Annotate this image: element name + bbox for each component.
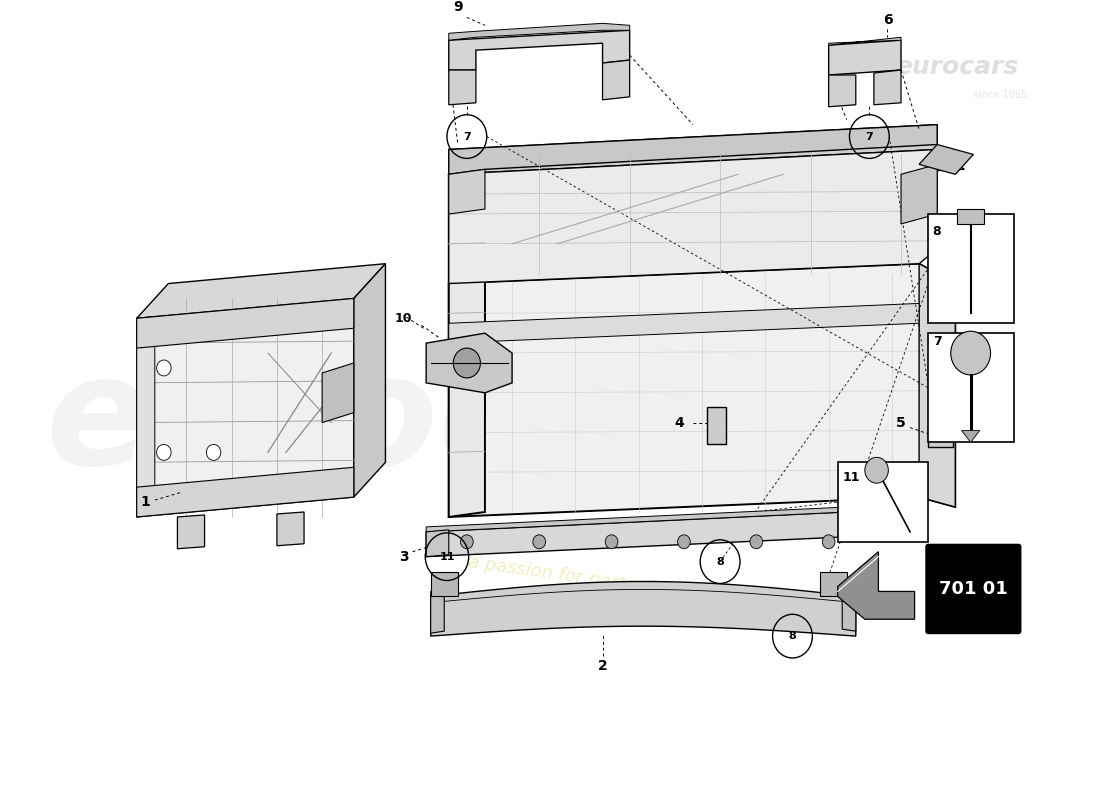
Polygon shape — [322, 363, 354, 422]
Polygon shape — [449, 150, 965, 194]
FancyBboxPatch shape — [926, 545, 1021, 633]
Polygon shape — [136, 298, 354, 348]
FancyBboxPatch shape — [928, 214, 1014, 323]
Text: 7: 7 — [866, 131, 873, 142]
Text: 8: 8 — [933, 226, 942, 238]
Circle shape — [461, 535, 473, 549]
FancyBboxPatch shape — [706, 406, 726, 445]
Polygon shape — [828, 75, 856, 106]
Polygon shape — [449, 170, 485, 517]
Text: 11: 11 — [843, 470, 860, 484]
Circle shape — [532, 535, 546, 549]
Text: 1: 1 — [141, 495, 151, 509]
FancyBboxPatch shape — [838, 462, 928, 542]
Polygon shape — [820, 571, 847, 596]
Polygon shape — [843, 590, 856, 631]
Polygon shape — [136, 467, 354, 517]
Text: 701 01: 701 01 — [939, 581, 1008, 598]
Text: 11: 11 — [439, 552, 454, 562]
Circle shape — [823, 535, 835, 549]
Polygon shape — [426, 530, 449, 557]
Polygon shape — [901, 164, 937, 224]
Polygon shape — [920, 145, 974, 174]
Circle shape — [156, 360, 172, 376]
Text: since 1985: since 1985 — [975, 90, 1027, 100]
Polygon shape — [449, 303, 920, 343]
Polygon shape — [449, 125, 937, 174]
Circle shape — [750, 535, 762, 549]
Polygon shape — [828, 40, 901, 75]
Polygon shape — [603, 60, 629, 100]
Polygon shape — [354, 264, 385, 497]
Circle shape — [678, 535, 691, 549]
Text: 4: 4 — [674, 415, 684, 430]
Text: 8: 8 — [789, 631, 796, 641]
Polygon shape — [177, 515, 205, 549]
Polygon shape — [431, 571, 458, 596]
Polygon shape — [431, 590, 444, 633]
Text: 6: 6 — [882, 14, 892, 27]
Polygon shape — [136, 298, 354, 517]
Polygon shape — [957, 209, 984, 224]
Polygon shape — [431, 582, 856, 636]
Text: 2: 2 — [597, 659, 607, 673]
FancyBboxPatch shape — [928, 426, 954, 447]
Polygon shape — [136, 316, 155, 517]
Polygon shape — [920, 264, 955, 507]
Polygon shape — [426, 507, 847, 532]
Polygon shape — [873, 70, 901, 105]
Circle shape — [950, 331, 991, 375]
Text: eurocars: eurocars — [895, 55, 1019, 79]
Polygon shape — [449, 70, 476, 105]
Text: 7: 7 — [933, 334, 942, 348]
Text: 5: 5 — [896, 415, 906, 430]
Polygon shape — [449, 125, 937, 174]
Text: 8: 8 — [716, 557, 724, 566]
Text: 3: 3 — [398, 550, 408, 564]
Polygon shape — [838, 552, 914, 619]
Text: 7: 7 — [463, 131, 471, 142]
Polygon shape — [449, 170, 485, 214]
Polygon shape — [449, 150, 937, 283]
Polygon shape — [449, 30, 629, 70]
Text: a passion for parts since 1985: a passion for parts since 1985 — [466, 554, 738, 610]
FancyBboxPatch shape — [928, 334, 1014, 442]
Text: 10: 10 — [395, 312, 412, 325]
Polygon shape — [828, 38, 901, 45]
Polygon shape — [961, 430, 980, 442]
Circle shape — [453, 348, 481, 378]
Circle shape — [605, 535, 618, 549]
Polygon shape — [449, 264, 955, 517]
Polygon shape — [426, 334, 513, 393]
Polygon shape — [136, 264, 385, 318]
Circle shape — [156, 445, 172, 460]
Polygon shape — [449, 23, 629, 40]
Text: 9: 9 — [453, 1, 463, 14]
Text: eurocars: eurocars — [45, 348, 798, 497]
Polygon shape — [277, 512, 304, 546]
Polygon shape — [449, 170, 485, 422]
Circle shape — [865, 458, 889, 483]
Circle shape — [207, 445, 221, 460]
Polygon shape — [426, 512, 847, 557]
